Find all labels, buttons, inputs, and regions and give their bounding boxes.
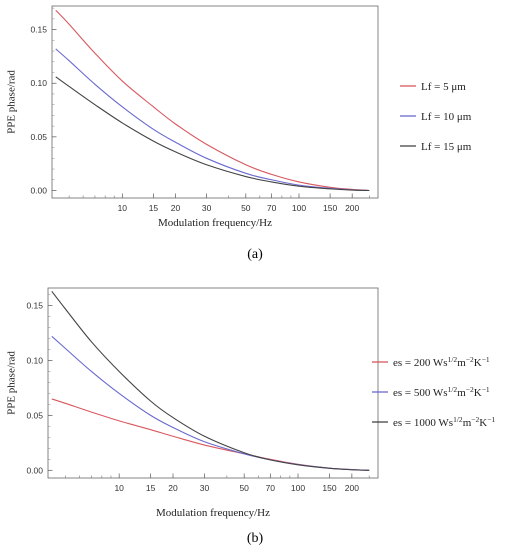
x-tick-label: 100: [291, 483, 305, 493]
x-tick-label: 30: [202, 203, 212, 213]
x-tick-label: 10: [118, 203, 128, 213]
chart-panel-a: 10 15 20 30 50 70 100 150 200 0.00 0.05 0.10 0.15 Mod…: [6, 5, 472, 262]
y-tick-label: 0.10: [26, 355, 43, 365]
series-line-3: [55, 76, 370, 192]
x-axis-title: Modulation frequency/Hz: [156, 507, 270, 519]
legend-label: es = 1000 Ws1/2m−2K−1: [393, 415, 495, 429]
y-axis-title: PPE phase/rad: [6, 351, 18, 415]
x-tick-label: 50: [241, 203, 251, 213]
x-tick-label: 15: [146, 483, 156, 493]
series-line-3: [51, 290, 370, 471]
x-tick-label: 200: [345, 483, 359, 493]
series-line-2: [51, 335, 370, 471]
chart-panel-b: 10 15 20 30 50 70 100 150 200 0.00 0.05 0.10 0.15 Mod…: [6, 287, 495, 546]
panel-label: (a): [247, 247, 263, 262]
legend-label: es = 500 Ws1/2m−2K−1: [393, 385, 490, 399]
x-tick-label: 10: [114, 483, 124, 493]
legend-label: Lf = 10 μm: [421, 111, 472, 123]
legend-label: es = 200 Ws1/2m−2K−1: [393, 355, 490, 369]
y-tick-label: 0.00: [30, 185, 47, 195]
y-tick-label: 0.10: [30, 78, 47, 88]
x-tick-label: 20: [171, 203, 181, 213]
y-tick-label: 0.05: [26, 410, 43, 420]
y-tick-label: 0.15: [30, 25, 47, 35]
panel-label: (b): [247, 531, 264, 546]
x-tick-label: 50: [239, 483, 249, 493]
series-line-1: [55, 9, 370, 192]
y-tick-label: 0.00: [26, 465, 43, 475]
x-tick-label: 70: [266, 483, 276, 493]
y-axis-title: PPE phase/rad: [6, 70, 18, 134]
series-line-2: [55, 48, 370, 192]
legend-label: Lf = 5 μm: [421, 81, 466, 93]
plot-frame: [47, 287, 379, 479]
x-tick-label: 15: [149, 203, 159, 213]
x-tick-label: 70: [267, 203, 277, 213]
x-tick-label: 200: [345, 203, 359, 213]
legend-label: Lf = 15 μm: [421, 141, 472, 153]
x-tick-label: 150: [322, 483, 336, 493]
x-axis-title: Modulation frequency/Hz: [158, 217, 272, 229]
x-tick-label: 30: [200, 483, 210, 493]
x-tick-label: 100: [292, 203, 306, 213]
series-line-1: [51, 398, 370, 471]
y-tick-label: 0.15: [26, 301, 43, 311]
y-tick-label: 0.05: [30, 132, 47, 142]
x-tick-label: 20: [168, 483, 178, 493]
x-tick-label: 150: [323, 203, 337, 213]
plot-frame: [51, 5, 379, 199]
